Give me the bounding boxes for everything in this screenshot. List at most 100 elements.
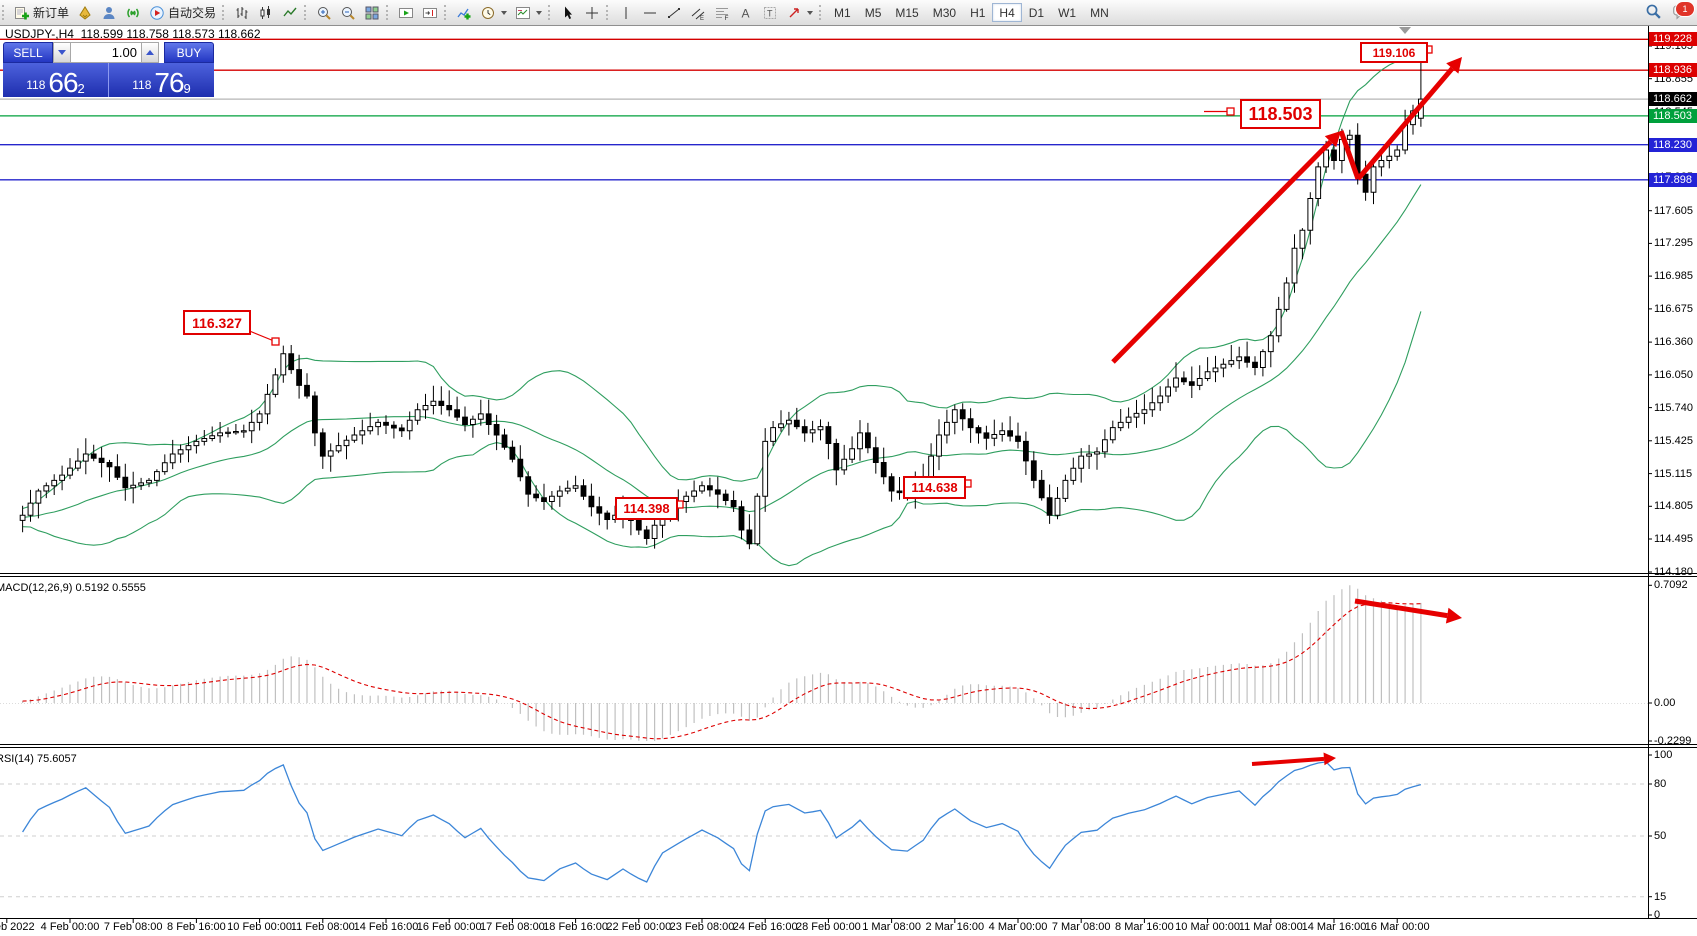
time-axis-label: 14 Feb 16:00 [353,921,419,933]
toolbar-button-vline[interactable] [614,2,638,23]
time-axis-label: 28 Feb 00:00 [795,921,861,933]
time-axis-label: 4 Mar 00:00 [988,921,1048,933]
chart-title: USDJPY-,H4 118.599 118.758 118.573 118.6… [5,27,261,41]
sell-price-prefix: 118 [26,78,46,92]
time-axis-label: 11 Feb 08:00 [290,921,355,933]
toolbar-button-line-chart[interactable] [278,2,302,23]
timeframe-h4[interactable]: H4 [992,3,1022,22]
toolbar-button-channel[interactable]: E [686,2,710,23]
time-axis-label: 14 Mar 16:00 [1301,921,1367,933]
sell-button[interactable]: SELL [3,42,53,63]
triangle-up-icon [146,50,154,55]
svg-text:E: E [700,16,704,21]
triangle-down-icon [58,50,66,55]
cursor-icon [560,5,576,21]
toolbar-button-styler[interactable] [73,2,97,23]
price-tick-label: 116.050 [1654,368,1693,381]
volume-input[interactable] [71,42,141,63]
text-icon: A [738,5,754,21]
toolbar-button-fibonacci[interactable]: F [710,2,734,23]
toolbar-button-trendline[interactable] [662,2,686,23]
price-badge-118.936: 118.936 [1649,63,1697,78]
chevron-down-icon [807,10,814,15]
fibonacci-icon: F [714,5,730,21]
toolbar-button-indicators[interactable] [452,2,476,23]
toolbar-button-new-order[interactable]: 新订单 [10,2,73,23]
toolbar-button-market-watch[interactable] [97,2,121,23]
rsi-tick-label: 50 [1654,830,1667,842]
volume-decrease-button[interactable] [53,42,71,63]
timeframe-m30[interactable]: M30 [926,3,963,22]
toolbar-button-cursor[interactable] [556,2,580,23]
volume-increase-button[interactable] [141,42,159,63]
auto-scroll-icon [398,5,414,21]
toolbar-right: 1 [1641,1,1695,24]
price-tick-label: 116.360 [1654,336,1693,349]
buy-price-big: 76 [154,67,184,98]
price-tick-label: 116.675 [1654,302,1693,315]
toolbar-grip [2,5,7,20]
buy-button[interactable]: BUY [164,42,214,63]
toolbar-button-hline[interactable] [638,2,662,23]
timeframe-m1[interactable]: M1 [827,3,858,22]
toolbar-button-crosshair[interactable] [580,2,604,23]
time-axis-label: 10 Mar 00:00 [1175,921,1241,933]
svg-text:T: T [767,8,773,18]
timeframe-h1[interactable]: H1 [963,3,992,22]
vline-icon [618,5,634,21]
notifications-button[interactable]: 1 [1669,1,1695,23]
buy-price-pip: 9 [183,81,191,96]
price-tick-label: 115.115 [1654,467,1693,480]
toolbar-button-text[interactable]: A [734,2,758,23]
time-axis-label: 8 Mar 16:00 [1115,921,1174,933]
macd-tick-label: 0.00 [1654,697,1676,709]
toolbar-button-auto-trading[interactable]: 自动交易 [145,2,220,23]
toolbar-grip [819,5,824,20]
tile-windows-icon [364,5,380,21]
time-axis-label: 16 Mar 00:00 [1364,921,1430,933]
templates-icon [515,5,531,21]
time-axis-label: 8 Feb 16:00 [167,921,226,933]
search-button[interactable] [1641,2,1665,23]
chart-shift-icon [422,5,438,21]
time-axis-label: 10 Feb 00:00 [227,921,293,933]
toolbar-button-chart-shift[interactable] [418,2,442,23]
toolbar-button-candle-chart[interactable] [254,2,278,23]
trendline-icon [666,5,682,21]
toolbar-button-bar-chart[interactable] [230,2,254,23]
hline-icon [642,5,658,21]
timeframe-m5[interactable]: M5 [858,3,889,22]
toolbar-button-signals[interactable] [121,2,145,23]
toolbar-button-templates[interactable] [511,2,546,23]
price-badge-117.898: 117.898 [1649,172,1697,187]
timeframe-mn[interactable]: MN [1083,3,1116,22]
toolbar-button-zoom-out[interactable] [336,2,360,23]
buy-price-tile[interactable]: 118 76 9 [109,63,214,97]
toolbar-button-tile-windows[interactable] [360,2,384,23]
toolbar-button-arrows[interactable] [782,2,817,23]
toolbar-button-zoom-in[interactable] [312,2,336,23]
toolbar-grip [304,5,309,20]
timeframe-d1[interactable]: D1 [1022,3,1051,22]
rsi-tick-label: 80 [1654,778,1667,790]
text-label-icon: T [762,5,778,21]
price-tick-label: 116.985 [1654,270,1693,283]
timeframe-m15[interactable]: M15 [888,3,925,22]
sell-price-pip: 2 [77,81,85,96]
chevron-down-icon [536,10,543,15]
macd-tick-label: 0.7092 [1654,579,1688,592]
toolbar-grip [386,5,391,20]
toolbar-button-auto-scroll[interactable] [394,2,418,23]
price-tick-label: 115.425 [1654,434,1693,447]
toolbar-button-text-label[interactable]: T [758,2,782,23]
rsi-tick-label: 15 [1654,890,1667,903]
chevron-down-icon [501,10,508,15]
toolbar-button-periods[interactable] [476,2,511,23]
sell-price-tile[interactable]: 118 66 2 [3,63,109,97]
toolbar-button-label: 新订单 [33,6,70,20]
timeframe-w1[interactable]: W1 [1051,3,1083,22]
auto-trading-icon [149,5,165,21]
crosshair-icon [584,5,600,21]
